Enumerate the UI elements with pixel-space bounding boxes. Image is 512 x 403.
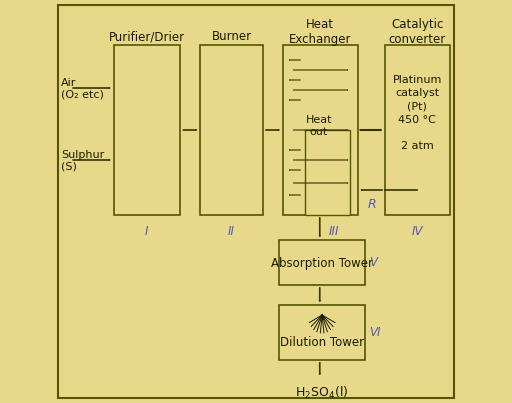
Text: Air
(O₂ etc): Air (O₂ etc) bbox=[61, 78, 103, 100]
Text: Absorption Tower: Absorption Tower bbox=[271, 256, 373, 270]
Bar bbox=[283, 45, 357, 215]
Text: Heat
out: Heat out bbox=[306, 115, 332, 137]
Text: Burner: Burner bbox=[211, 30, 252, 43]
Bar bbox=[385, 45, 451, 215]
Text: V: V bbox=[369, 256, 377, 270]
Bar bbox=[279, 240, 366, 285]
Text: H$_2$SO$_4$(l): H$_2$SO$_4$(l) bbox=[295, 385, 349, 401]
Bar bbox=[114, 45, 180, 215]
Text: Purifier/Drier: Purifier/Drier bbox=[109, 30, 185, 43]
Text: I: I bbox=[145, 225, 148, 238]
Text: Heat
Exchanger: Heat Exchanger bbox=[288, 18, 351, 46]
Text: Platinum
catalyst
(Pt)
450 °C

2 atm: Platinum catalyst (Pt) 450 °C 2 atm bbox=[393, 75, 442, 151]
Bar bbox=[200, 45, 263, 215]
Text: R: R bbox=[368, 199, 376, 212]
Text: Sulphur
(S): Sulphur (S) bbox=[61, 150, 104, 172]
Bar bbox=[305, 130, 350, 215]
Text: Catalytic
converter: Catalytic converter bbox=[389, 18, 446, 46]
Text: Dilution Tower: Dilution Tower bbox=[280, 337, 364, 349]
Text: IV: IV bbox=[412, 225, 423, 238]
Text: II: II bbox=[228, 225, 235, 238]
Text: III: III bbox=[329, 225, 339, 238]
Text: VI: VI bbox=[369, 326, 381, 339]
Bar bbox=[279, 305, 366, 360]
